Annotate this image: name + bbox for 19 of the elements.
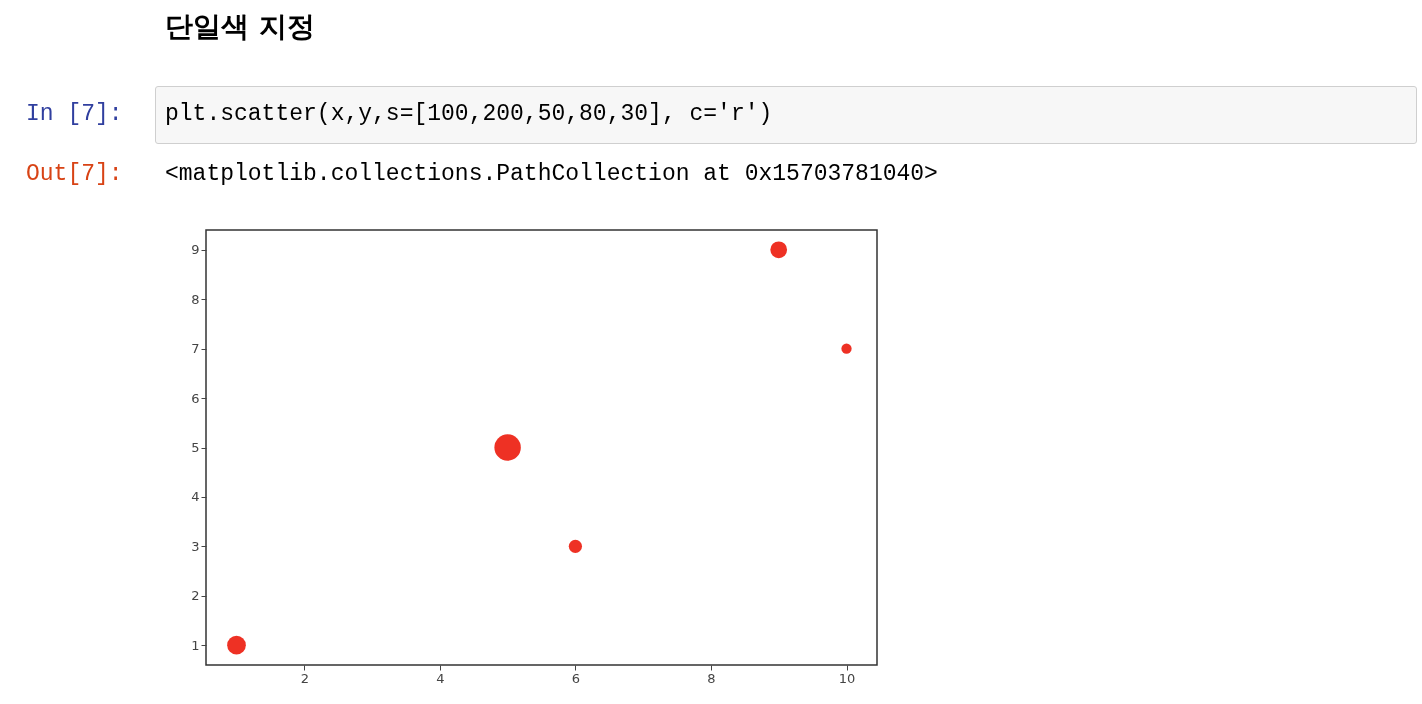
text: Out[7]:	[26, 161, 123, 187]
y-tick-label: 7	[191, 341, 200, 357]
text: In [7]:	[26, 101, 123, 127]
y-tick-label: 1	[191, 637, 200, 653]
x-tick-label: 2	[300, 670, 309, 686]
x-tick-label: 10	[838, 670, 856, 686]
y-tick-label: 5	[191, 440, 200, 455]
y-tick-label: 6	[191, 390, 200, 406]
y-tick-label: 2	[191, 588, 200, 604]
text: plt.scatter(x,y,s=[100,200,50,80,30], c='r')	[165, 101, 773, 127]
text: <matplotlib.collections.PathCollection at 0x15703781040>	[165, 161, 938, 187]
y-tick-label: 8	[191, 291, 200, 307]
x-tick-label: 8	[707, 670, 716, 686]
x-tick-label: 4	[436, 670, 445, 686]
y-tick-label: 9	[191, 242, 200, 258]
y-tick-label: 4	[191, 489, 200, 505]
chart-title: 단일색 지정	[165, 9, 315, 45]
x-tick-label: 6	[571, 670, 581, 686]
y-tick-label: 3	[191, 538, 200, 554]
